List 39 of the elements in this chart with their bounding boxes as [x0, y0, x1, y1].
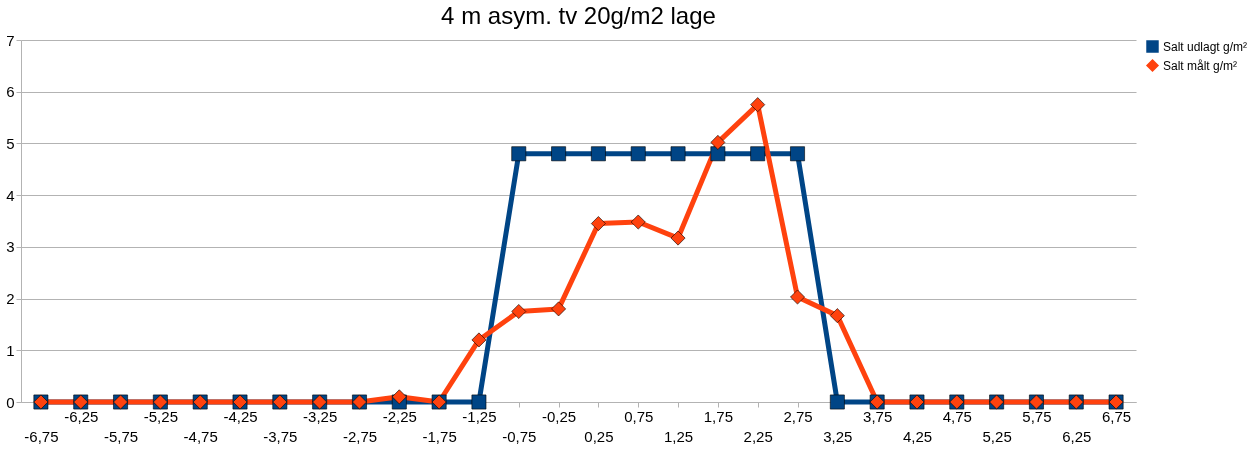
y-tick-label: 4	[6, 186, 15, 204]
x-tick-label: -3,25	[303, 407, 338, 425]
x-tick-label: -4,25	[223, 407, 258, 425]
y-tick-label: 1	[6, 341, 15, 359]
x-tick-label: -4,75	[183, 427, 218, 445]
chart-title: 4 m asym. tv 20g/m2 lage	[441, 2, 716, 29]
x-tick-label: 1,25	[663, 427, 694, 445]
x-tick-label: -6,25	[64, 407, 99, 425]
y-tick-label: 6	[6, 83, 15, 101]
x-tick-label: 6,75	[1101, 407, 1132, 425]
y-tick-label: 5	[6, 134, 15, 152]
legend-label: Salt målt g/m²	[1163, 58, 1238, 73]
x-tick-label: 0,75	[624, 407, 654, 425]
x-tick-label: 5,25	[982, 427, 1012, 445]
x-tick-label: -0,75	[502, 427, 537, 445]
x-tick-label: 1,75	[703, 407, 733, 425]
x-tick-label: -0,25	[541, 407, 577, 425]
y-tick-label: 2	[6, 290, 15, 308]
x-tick-label: 0,25	[584, 427, 614, 445]
y-tick-label: 3	[6, 238, 15, 256]
x-tick-label: 4,75	[942, 407, 972, 425]
x-tick-label: -5,75	[103, 427, 139, 445]
x-tick-label: 5,75	[1022, 407, 1052, 425]
legend-label: Salt udlagt g/m²	[1163, 39, 1248, 54]
x-tick-label: -2,75	[342, 427, 378, 445]
x-tick-label: 3,75	[863, 407, 893, 425]
x-tick-label: 2,75	[783, 407, 813, 425]
x-tick-label: 2,25	[743, 427, 773, 445]
x-tick-label: 4,25	[902, 427, 933, 445]
x-tick-label: -1,75	[422, 427, 457, 445]
x-tick-label: -6,75	[24, 427, 59, 445]
x-tick-label: 3,25	[823, 427, 853, 445]
y-tick-label: 7	[6, 31, 15, 49]
x-tick-label: -1,25	[462, 407, 497, 425]
x-tick-label: -3,75	[263, 427, 298, 445]
x-tick-label: -5,25	[143, 407, 178, 425]
x-tick-label: 6,25	[1062, 427, 1092, 445]
y-tick-label: 0	[6, 393, 15, 411]
x-tick-label: -2,25	[382, 407, 417, 425]
